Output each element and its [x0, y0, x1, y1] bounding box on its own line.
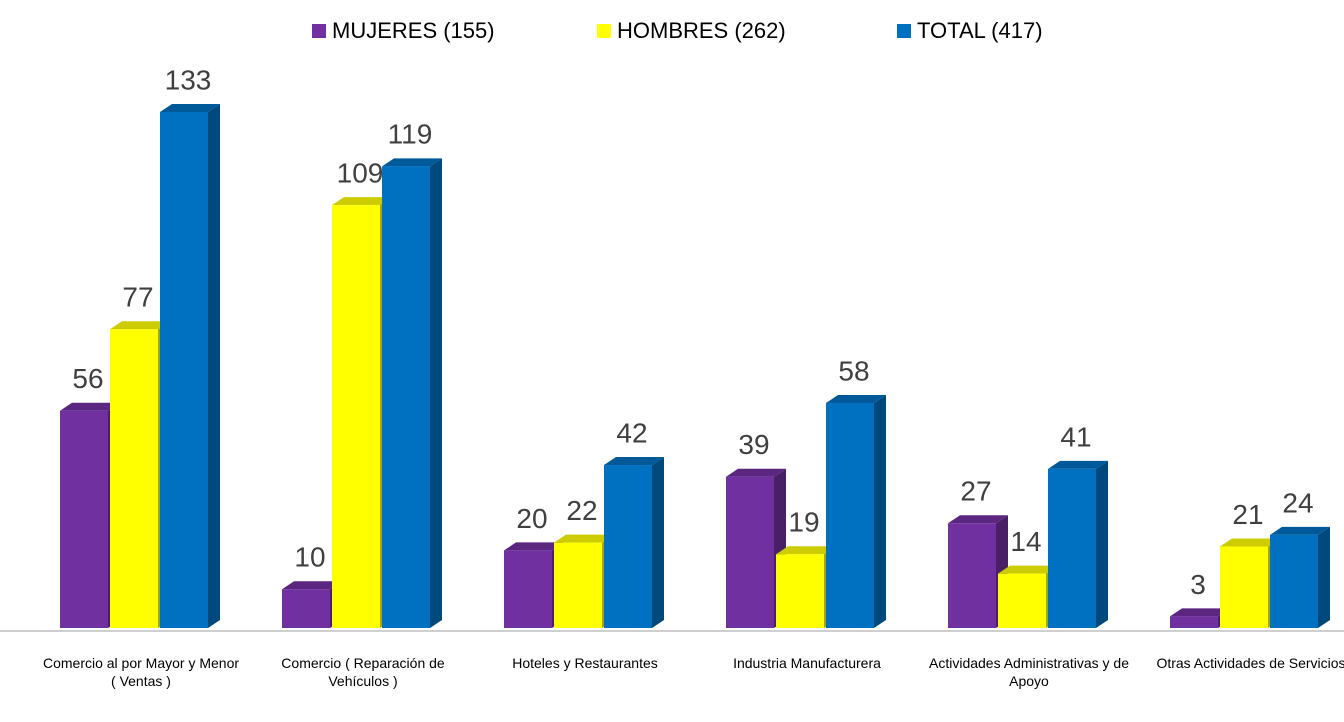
bar-top	[1220, 538, 1280, 547]
bar-top	[382, 158, 442, 167]
x-tick-label: Comercio al por Mayor y Menor ( Ventas )	[42, 655, 240, 689]
data-label: 27	[960, 476, 991, 507]
bar	[1220, 546, 1268, 628]
bar	[160, 112, 208, 628]
data-label: 14	[1010, 526, 1041, 557]
bar	[826, 402, 874, 628]
bar	[382, 166, 430, 628]
data-label: 20	[516, 503, 547, 534]
bar-top	[826, 394, 886, 403]
data-label: 39	[738, 429, 769, 460]
bar-side	[1318, 526, 1330, 628]
data-label: 119	[388, 119, 433, 150]
data-label: 109	[337, 158, 384, 189]
bar-top	[776, 546, 836, 555]
bar-side	[652, 457, 664, 628]
bar-top	[160, 104, 220, 112]
data-label: 77	[122, 282, 153, 313]
legend-swatch	[897, 24, 911, 38]
legend-label: MUJERES (155)	[332, 18, 495, 43]
bar-side	[1096, 460, 1108, 628]
bar-top	[1270, 526, 1330, 535]
bar-side	[430, 158, 442, 628]
data-label: 3	[1190, 569, 1206, 600]
bar	[1170, 616, 1218, 628]
bar-top	[60, 402, 120, 411]
x-tick-label: Comercio ( Reparación de Vehículos )	[281, 655, 445, 689]
legend-label: TOTAL (417)	[917, 18, 1043, 43]
bar	[948, 523, 996, 628]
x-tick-label: Otras Actividades de Servicios	[1156, 655, 1344, 671]
bar-top	[726, 468, 786, 477]
bar	[110, 329, 158, 628]
data-label: 19	[788, 507, 819, 538]
bar-top	[604, 457, 664, 466]
bar-top	[332, 197, 392, 206]
bar	[554, 542, 602, 628]
bar	[332, 205, 380, 628]
bar	[60, 410, 108, 628]
bar	[726, 476, 774, 628]
data-label: 56	[72, 363, 103, 394]
bar-top	[504, 542, 564, 551]
legend-label: HOMBRES (262)	[617, 18, 786, 43]
bar-top	[110, 321, 170, 330]
data-label: 58	[838, 355, 869, 386]
data-label: 24	[1282, 487, 1313, 518]
data-label: 21	[1232, 499, 1263, 530]
data-label: 42	[616, 417, 647, 448]
bar	[282, 589, 330, 628]
bar-top	[282, 581, 342, 590]
legend-swatch	[597, 24, 611, 38]
bar	[998, 573, 1046, 628]
legend-swatch	[312, 24, 326, 38]
bar-top	[948, 515, 1008, 524]
bar-side	[874, 394, 886, 628]
x-tick-label: Hoteles y Restaurantes	[512, 655, 658, 671]
data-label: 22	[566, 495, 597, 526]
data-label: 133	[165, 64, 212, 95]
bar	[504, 550, 552, 628]
x-tick-label: Industria Manufacturera	[733, 655, 881, 671]
bar-top	[1048, 460, 1108, 469]
bar-side	[208, 104, 220, 628]
bar	[604, 465, 652, 628]
bar	[1270, 534, 1318, 628]
bar-top	[1170, 608, 1230, 617]
x-tick-label: Actividades Administrativas y de Apoyo	[929, 655, 1129, 689]
bar	[776, 554, 824, 628]
bar	[1048, 468, 1096, 628]
bar-top	[998, 565, 1058, 574]
data-label: 41	[1060, 421, 1091, 452]
data-label: 10	[294, 542, 325, 573]
bar-top	[554, 534, 614, 543]
